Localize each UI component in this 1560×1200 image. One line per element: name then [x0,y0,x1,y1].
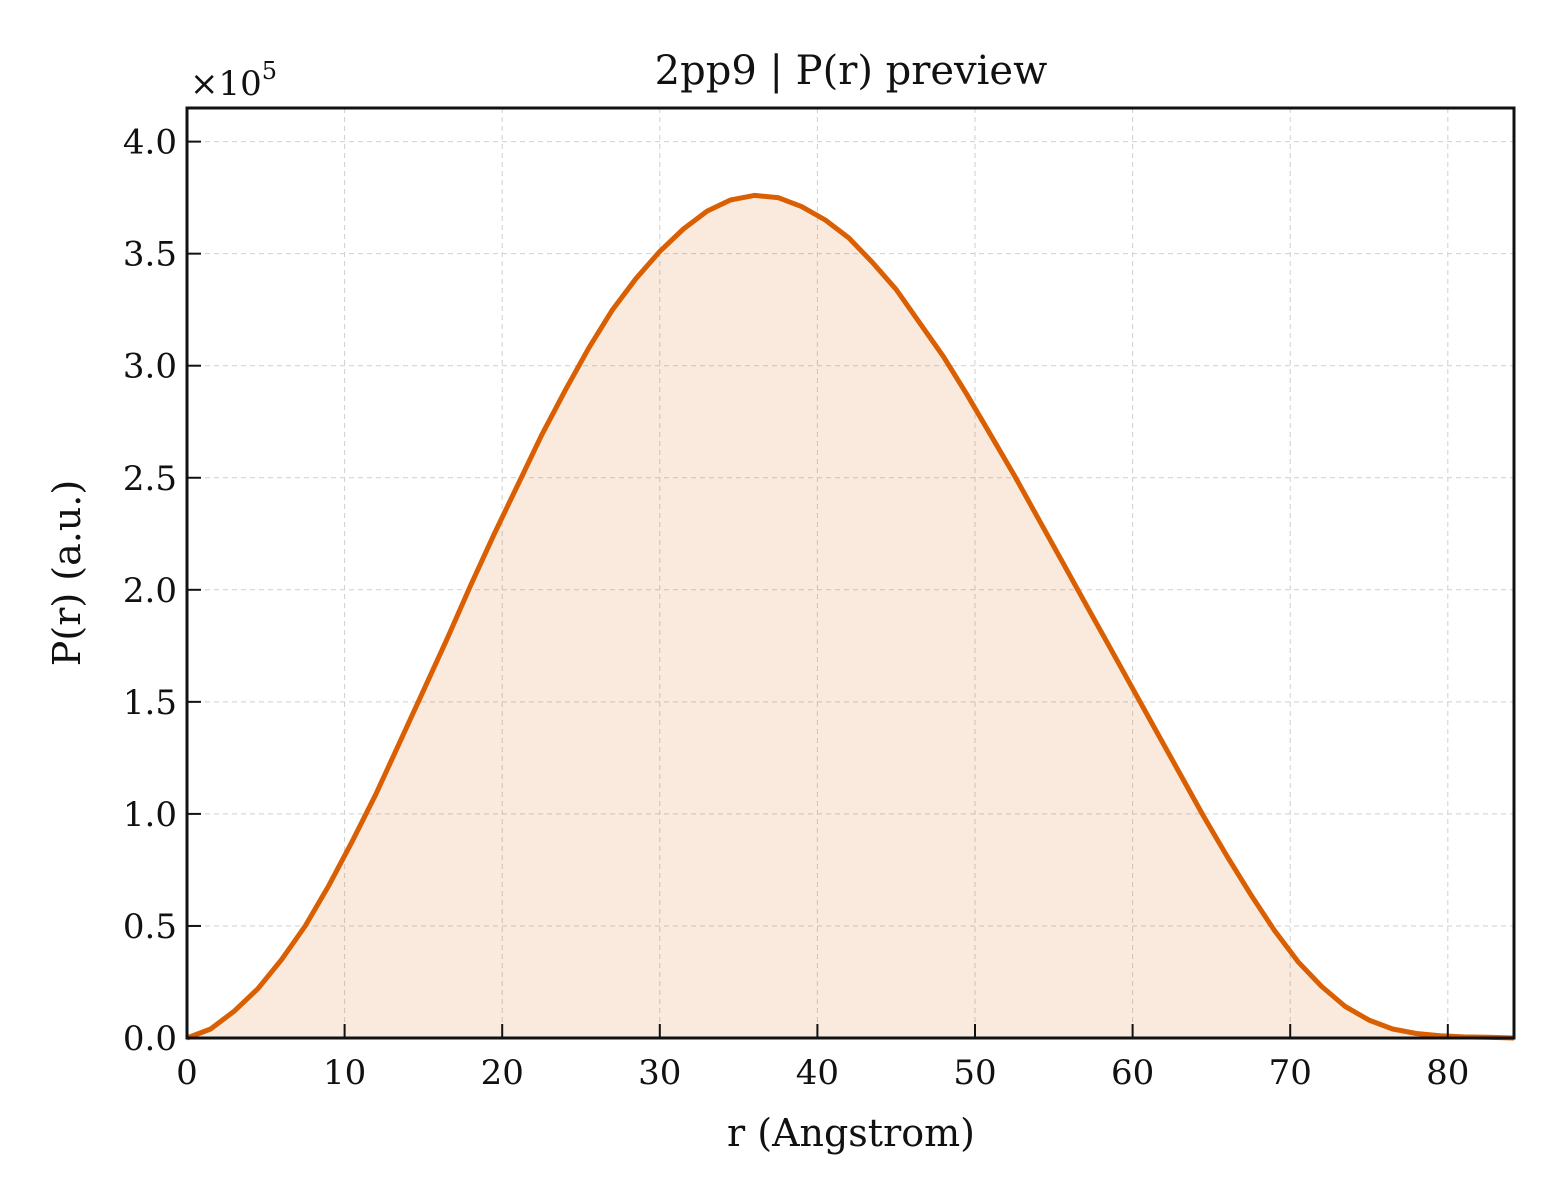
grid [187,108,1514,1038]
y-axis-multiplier: ×105 [190,57,277,104]
y-tick-label: 3.0 [123,347,177,387]
y-tick-label: 4.0 [123,123,177,163]
y-tick-label: 0.0 [123,1019,177,1059]
x-tick-label: 40 [796,1053,839,1093]
y-axis-label: P(r) (a.u.) [45,480,89,666]
x-tick-label: 80 [1426,1053,1469,1093]
y-tick-label: 2.5 [123,459,177,499]
plot-frame [185,106,1516,1040]
ticks: 0 10 20 30 40 50 60 70 80 0.0 0.5 1.0 1.5 2.0 2.5 3.0 3.… [123,123,1470,1093]
x-tick-label: 70 [1269,1053,1312,1093]
x-tick-label: 60 [1111,1053,1154,1093]
series-layer [186,192,1515,1041]
x-axis-label: r (Angstrom) [727,1111,975,1155]
pr-area-fill [187,195,1514,1038]
y-tick-label: 2.0 [123,571,177,611]
y-tick-label: 3.5 [123,235,177,275]
x-tick-label: 0 [176,1053,198,1093]
pr-curve-line [186,192,1515,1041]
y-tick-label: 1.5 [123,683,177,723]
x-tick-label: 10 [323,1053,366,1093]
chart-title: 2pp9 | P(r) preview [655,48,1048,94]
y-tick-label: 0.5 [123,907,177,947]
y-tick-label: 1.0 [123,795,177,835]
x-tick-label: 30 [638,1053,681,1093]
x-tick-label: 50 [953,1053,996,1093]
x-tick-label: 20 [481,1053,524,1093]
